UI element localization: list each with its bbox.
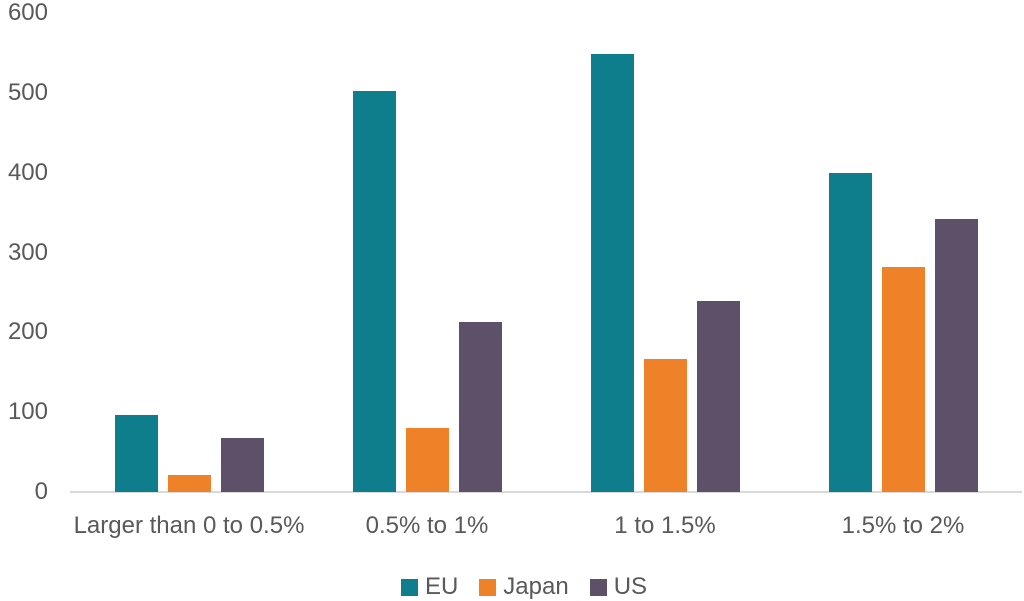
bar-eu-3 — [829, 173, 872, 492]
y-tick-label: 100 — [7, 398, 48, 426]
legend: EU Japan US — [12, 573, 1024, 601]
bar-japan-3 — [882, 267, 925, 492]
legend-label: US — [613, 573, 648, 600]
y-tick-label: 500 — [7, 78, 48, 106]
bar-japan-0 — [168, 475, 211, 492]
bar-eu-2 — [591, 54, 634, 492]
bar-eu-0 — [115, 415, 158, 492]
x-category-label: Larger than 0 to 0.5% — [73, 512, 305, 539]
legend-item-japan: Japan — [479, 573, 569, 601]
y-tick-label: 300 — [7, 238, 48, 266]
x-category-label: 1.5% to 2% — [841, 512, 965, 539]
y-tick-label: 400 — [7, 158, 48, 186]
bar-eu-1 — [353, 91, 396, 492]
legend-swatch-us-icon — [589, 578, 607, 596]
y-tick-label: 200 — [7, 318, 48, 346]
legend-item-eu: EU — [400, 573, 459, 601]
bar-japan-2 — [644, 359, 687, 492]
x-axis-line — [70, 491, 1022, 493]
bar-us-0 — [221, 438, 264, 492]
legend-label: EU — [424, 573, 459, 600]
legend-swatch-japan-icon — [479, 578, 497, 596]
x-category-label: 0.5% to 1% — [365, 512, 489, 539]
bar-japan-1 — [406, 428, 449, 492]
x-category-label: 1 to 1.5% — [614, 512, 716, 539]
bar-us-1 — [459, 322, 502, 492]
y-tick-label: 600 — [7, 0, 48, 26]
y-tick-label: 0 — [34, 478, 48, 505]
bar-us-3 — [935, 219, 978, 492]
legend-label: Japan — [503, 573, 569, 600]
legend-item-us: US — [589, 573, 648, 601]
bar-us-2 — [697, 301, 740, 492]
legend-swatch-eu-icon — [400, 578, 418, 596]
